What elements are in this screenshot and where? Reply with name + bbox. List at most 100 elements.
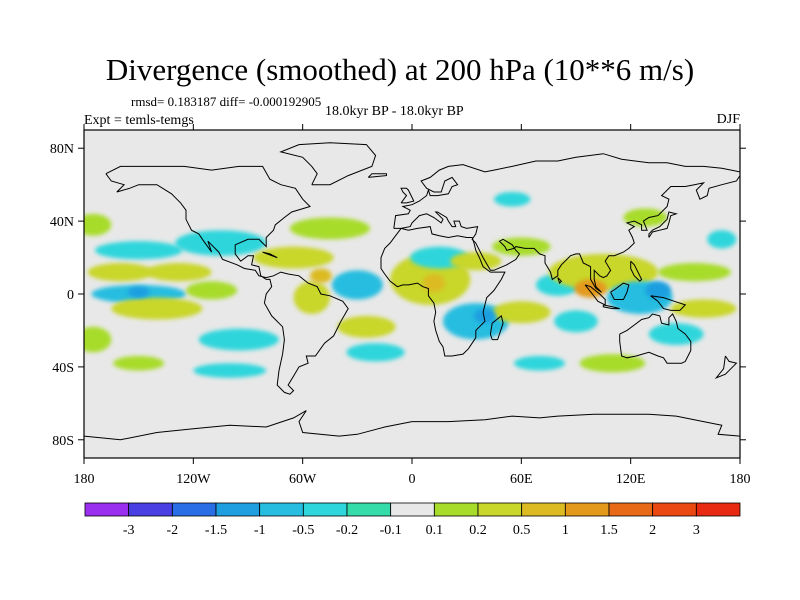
x-tick-label: 60W	[289, 472, 317, 487]
field-blob	[198, 328, 279, 351]
field-blob	[145, 263, 212, 282]
colorbar-label: 0.5	[513, 523, 531, 538]
field-blob	[84, 326, 112, 353]
y-axis: 80N 40N 0 40S 80S	[50, 142, 746, 449]
colorbar-label: 1	[562, 523, 569, 538]
x-tick-label: 0	[409, 472, 416, 487]
x-axis: 180 120W 60W 0 60E 120E 180	[74, 124, 751, 487]
field-blob	[707, 230, 737, 249]
experiment-label: Expt = temls-temgs	[84, 113, 194, 128]
coastline-path	[393, 175, 740, 293]
colorbar-swatch	[521, 502, 566, 517]
field-blob	[111, 297, 203, 320]
field-blob	[113, 355, 165, 371]
y-tick-label: 0	[67, 288, 74, 303]
field-blob	[87, 263, 154, 282]
coastline-path	[650, 295, 687, 311]
colorbar-swatch	[433, 502, 479, 517]
coastline-path	[584, 284, 606, 306]
field-blob	[94, 241, 183, 260]
field-blob	[574, 279, 607, 298]
field-blob	[658, 263, 731, 282]
colorbar-label: -1	[254, 523, 266, 538]
colorbar-swatch	[695, 502, 741, 517]
field-blob	[670, 299, 737, 318]
colorbar: -3 -2 -1.5 -1 -0.5 -0.2 -0.1 0.1 0.2 0.5 1 1.5 2 3	[84, 502, 741, 538]
colorbar-swatch	[564, 502, 610, 517]
field-blob	[473, 308, 496, 324]
colorbar-label: -2	[166, 523, 178, 538]
colorbar-swatch	[390, 502, 435, 517]
field-blob	[623, 208, 668, 227]
colorbar-swatch	[477, 502, 523, 517]
colorbar-swatch	[171, 502, 217, 517]
coastlines	[84, 142, 740, 441]
field-blob	[514, 355, 566, 371]
coastline-path	[489, 315, 504, 341]
coastline-path	[610, 282, 630, 300]
coastline-path	[380, 226, 506, 357]
field-blob	[645, 281, 671, 300]
x-tick-label: 60E	[510, 472, 533, 487]
x-tick-label: 180	[74, 472, 95, 487]
coastline-path	[714, 355, 738, 379]
field-blob	[127, 286, 150, 298]
coastline-path	[279, 142, 377, 186]
colorbar-label: 0.2	[469, 523, 487, 538]
x-tick-label: 120E	[616, 472, 646, 487]
x-tick-label: 180	[730, 472, 751, 487]
colorbar-label: 3	[693, 523, 700, 538]
colorbar-label: 0.1	[426, 523, 444, 538]
field-blob	[331, 270, 383, 300]
colorbar-label: -1.5	[205, 523, 227, 538]
field-blob	[422, 273, 445, 293]
field-blob	[84, 213, 112, 236]
field-blob	[494, 191, 531, 207]
coastline-path	[262, 251, 278, 259]
field-blob	[337, 315, 396, 338]
field-blob	[579, 354, 646, 373]
x-tick-label: 120W	[176, 472, 211, 487]
y-tick-label: 80N	[50, 142, 74, 157]
field-blob	[293, 281, 330, 315]
colorbar-label: 1.5	[600, 523, 618, 538]
field-blob	[186, 281, 238, 300]
colorbar-swatch	[346, 502, 392, 517]
colorbar-label: -0.2	[336, 523, 358, 538]
coastline-path	[400, 187, 415, 204]
coastline-path	[557, 277, 563, 285]
field-blob	[554, 310, 598, 333]
colorbar-swatch	[608, 502, 654, 517]
y-tick-label: 40S	[52, 361, 74, 376]
field-blob	[253, 246, 334, 269]
field-blob	[450, 252, 502, 271]
season-label: DJF	[716, 112, 740, 127]
coastline-path	[602, 304, 620, 310]
field-blob	[346, 343, 405, 362]
coastline-path	[619, 313, 692, 364]
field-layer	[84, 191, 737, 378]
colorbar-label: -0.1	[380, 523, 402, 538]
field-blob	[648, 323, 704, 346]
colorbar-swatch	[215, 502, 261, 517]
colorbar-label: 2	[649, 523, 656, 538]
y-tick-label: 80S	[52, 434, 74, 449]
y-tick-label: 40N	[50, 215, 74, 230]
colorbar-swatch	[302, 502, 348, 517]
coastline-path	[630, 260, 643, 282]
coastline-path	[367, 173, 387, 178]
field-blob	[309, 268, 332, 284]
coastline-path	[393, 153, 740, 229]
coastline-path	[648, 211, 678, 238]
period-label: 18.0kyr BP - 18.0kyr BP	[325, 104, 464, 119]
chart-title: Divergence (smoothed) at 200 hPa (10**6 …	[105, 52, 695, 87]
colorbar-swatch	[652, 502, 697, 517]
stats-label: rmsd= 0.183187 diff= -0.000192905	[131, 94, 322, 109]
colorbar-swatch	[84, 502, 130, 517]
colorbar-label: -0.5	[292, 523, 314, 538]
colorbar-label: -3	[123, 523, 135, 538]
field-blob	[289, 217, 371, 240]
colorbar-swatch	[259, 502, 304, 517]
field-blob	[492, 301, 551, 324]
